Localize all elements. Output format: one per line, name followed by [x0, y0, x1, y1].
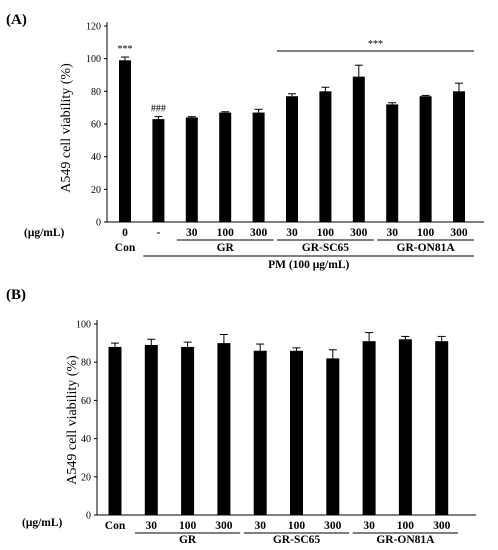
- group-label: GR-SC65: [273, 534, 321, 546]
- bar: [252, 112, 265, 222]
- bar: [152, 119, 165, 222]
- y-tick-label: 40: [91, 152, 101, 163]
- x-tick-label: -: [156, 227, 160, 239]
- bar: [217, 343, 231, 515]
- x-tick-label: 30: [146, 520, 158, 532]
- bar: [253, 350, 267, 515]
- x-tick-label: 30: [286, 227, 298, 239]
- bar: [453, 91, 465, 222]
- x-tick-label: 300: [215, 520, 233, 532]
- y-tick-label: 0: [86, 511, 91, 522]
- y-tick-label: 60: [81, 396, 91, 407]
- group-label: GR-ON81A: [397, 242, 456, 254]
- x-tick-label: Con: [105, 520, 126, 532]
- bar: [398, 339, 412, 515]
- x-tick-label: 100: [217, 227, 235, 239]
- bar: [362, 341, 376, 515]
- x-tick-label: 100: [288, 520, 306, 532]
- y-tick-label: 20: [91, 185, 101, 196]
- y-tick-label: 40: [81, 434, 91, 445]
- y-tick-label: 80: [91, 87, 101, 98]
- x-tick-label: 100: [417, 227, 435, 239]
- bar: [185, 117, 198, 222]
- y-tick-label: 80: [81, 358, 91, 369]
- x-tick-label: 30: [254, 520, 266, 532]
- bar: [119, 60, 131, 222]
- panel-b-ylabel: A549 cell viability (%): [65, 355, 80, 485]
- panel-a-ylabel: A549 cell viability (%): [59, 63, 74, 193]
- bar: [219, 112, 232, 222]
- y-tick-label: 100: [76, 320, 91, 331]
- group-label: GR-SC65: [302, 242, 350, 254]
- bar: [286, 96, 298, 222]
- x-tick-label: 30: [386, 227, 398, 239]
- bar: [435, 341, 449, 515]
- y-tick-label: 0: [96, 218, 101, 229]
- bar: [319, 91, 332, 222]
- bar: [419, 96, 432, 222]
- bar: [352, 76, 365, 222]
- bar: [108, 346, 122, 515]
- x-tick-label: 100: [179, 520, 197, 532]
- bar: [144, 345, 158, 515]
- x-tick-label: 300: [433, 520, 451, 532]
- group-label: GR-ON81A: [376, 534, 435, 546]
- y-tick-label: 60: [91, 120, 101, 131]
- y-tick-label: 100: [86, 54, 101, 65]
- bar: [290, 350, 303, 515]
- x-tick-label: 300: [350, 227, 368, 239]
- x-tick-label: 100: [397, 520, 415, 532]
- group-label: GR: [179, 534, 197, 546]
- panel-a-label: (A): [6, 12, 27, 28]
- panel-a-plot: 0 20 40 60 80 100 120 0 - 30 100 300 30 100 300 30 100 30…: [86, 22, 484, 271]
- panel-b-label: (B): [6, 287, 26, 303]
- x-tick-label: 30: [363, 520, 375, 532]
- bar: [326, 358, 340, 515]
- group-label: Con: [115, 242, 136, 254]
- y-tick-label: 20: [81, 472, 91, 483]
- x-tick-label: 300: [450, 227, 468, 239]
- x-tick-label: 300: [324, 520, 342, 532]
- panel-b-unit-label: (μg/mL): [22, 517, 63, 529]
- significance-label: ***: [368, 39, 383, 50]
- significance-label: ***: [118, 44, 133, 55]
- significance-label: ###: [151, 104, 166, 115]
- y-tick-label: 120: [86, 22, 101, 33]
- panel-a-unit-label: (μg/mL): [24, 227, 65, 239]
- supergroup-label: PM (100 μg/mL): [268, 259, 349, 271]
- x-tick-label: 300: [250, 227, 268, 239]
- bar: [386, 104, 399, 222]
- x-tick-label: 30: [186, 227, 198, 239]
- bar: [181, 346, 195, 515]
- x-tick-label: 0: [122, 227, 128, 239]
- x-tick-label: 100: [317, 227, 335, 239]
- group-label: GR: [217, 242, 235, 254]
